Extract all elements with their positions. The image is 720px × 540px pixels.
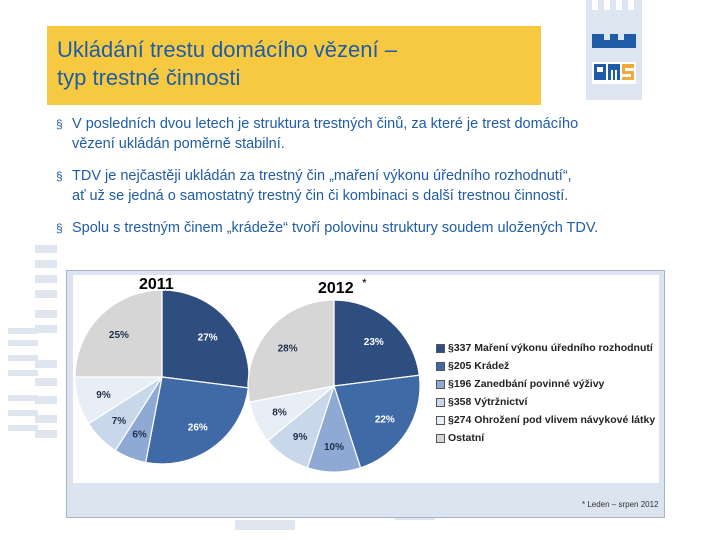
bullet-marker: § bbox=[56, 117, 63, 131]
pie-2012-label-2: 10% bbox=[324, 442, 344, 453]
bullet-marker: § bbox=[56, 221, 63, 235]
chart-2012-title-marker: * bbox=[362, 276, 367, 290]
pie-2011-label-4: 9% bbox=[96, 390, 111, 401]
pie-2011-label-3: 7% bbox=[112, 416, 127, 427]
pms-logo bbox=[578, 0, 648, 100]
legend-swatch bbox=[436, 379, 445, 389]
legend-label: §205 Krádež bbox=[448, 360, 510, 372]
pie-2012-label-3: 9% bbox=[293, 432, 308, 443]
pie-2012-label-0: 23% bbox=[364, 337, 384, 348]
bullet-marker: § bbox=[56, 169, 63, 183]
pie-2011-label-5: 25% bbox=[109, 330, 129, 341]
legend-swatch bbox=[436, 361, 445, 371]
legend-swatch bbox=[436, 415, 445, 425]
footnote: * Leden – srpen 2012 bbox=[582, 500, 659, 509]
pie-2011-label-2: 6% bbox=[132, 430, 147, 441]
pie-2011-slice-5 bbox=[74, 289, 163, 378]
bullet-3-line-1: Spolu s trestným činem „krádeže“ tvoří p… bbox=[72, 220, 599, 236]
pie-2012-slice-5 bbox=[247, 299, 335, 403]
bullet-2-line-2: ať už se jedná o samostatný trestný čin … bbox=[72, 188, 569, 204]
bullet-2-line-1: TDV je nejčastěji ukládán za trestný čin… bbox=[72, 168, 572, 184]
pie-2012-label-1: 22% bbox=[375, 414, 395, 425]
pie-2011-label-0: 27% bbox=[198, 333, 218, 344]
legend-label: §274 Ohrožení pod vlivem návykové látky bbox=[448, 414, 656, 426]
legend-label: §196 Zanedbání povinné výživy bbox=[448, 378, 605, 390]
pie-2011-label-1: 26% bbox=[188, 422, 208, 433]
pms-logo-graphic bbox=[586, 0, 642, 100]
title-box: Ukládání trestu domácího vězení – typ tr… bbox=[47, 26, 541, 105]
bullet-1-line-1: V posledních dvou letech je struktura tr… bbox=[72, 116, 579, 132]
pie-2012-slice-0 bbox=[333, 299, 420, 387]
legend-item: §196 Zanedbání povinné výživy bbox=[436, 378, 604, 390]
chart-2012-title: 2012 bbox=[318, 280, 354, 297]
legend-swatch bbox=[436, 433, 445, 443]
legend-item: §358 Výtržnictví bbox=[436, 396, 527, 408]
chart-2011-title: 2011 bbox=[139, 276, 174, 293]
legend-label: §358 Výtržnictví bbox=[448, 396, 528, 408]
bullet-1-line-2: vězení ukládán poměrně stabilní. bbox=[72, 136, 285, 152]
slide-title: Ukládání trestu domácího vězení – typ tr… bbox=[57, 36, 527, 92]
legend-swatch bbox=[436, 343, 445, 353]
legend-item: Ostatní bbox=[436, 432, 484, 444]
legend-swatch bbox=[436, 397, 445, 407]
pie-2012-slice-1 bbox=[333, 374, 421, 469]
slide-title-line-2: typ trestné činnosti bbox=[57, 65, 241, 90]
legend-item: §205 Krádež bbox=[436, 360, 509, 372]
legend-label: Ostatní bbox=[448, 432, 485, 444]
pie-2012-label-5: 28% bbox=[278, 344, 298, 355]
legend-item: §337 Maření výkonu úředního rozhodnutí bbox=[436, 342, 653, 354]
legend-item: §274 Ohrožení pod vlivem návykové látky bbox=[436, 414, 655, 426]
pie-2012-label-4: 8% bbox=[272, 408, 287, 419]
pie-2011-slice-1 bbox=[144, 376, 249, 465]
legend-label: §337 Maření výkonu úředního rozhodnutí bbox=[448, 342, 653, 354]
slide-title-line-1: Ukládání trestu domácího vězení – bbox=[57, 37, 397, 62]
